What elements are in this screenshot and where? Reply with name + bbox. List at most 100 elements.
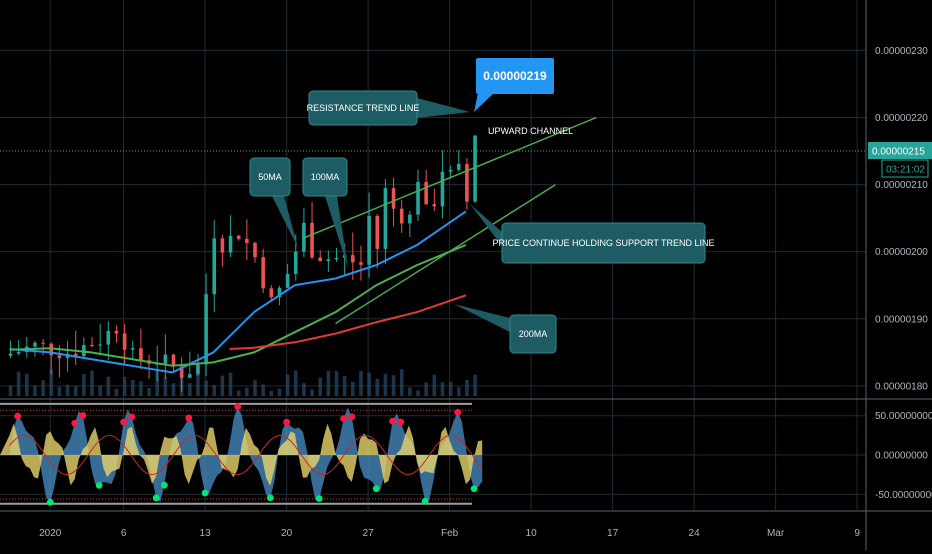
candle-body [8, 353, 13, 356]
volume-bar [245, 387, 249, 396]
osc-tick-label: -50.00000000 [875, 490, 932, 501]
callout-box [249, 157, 291, 197]
volume-bar [367, 372, 371, 396]
osc-sell-dot [79, 412, 87, 419]
volume-bar [106, 376, 111, 396]
candle-body [351, 255, 355, 263]
candle-body [261, 257, 265, 289]
osc-tick-label: 50.00000000 [875, 411, 932, 422]
osc-buy-dot [315, 495, 323, 502]
series-line [9, 210, 467, 374]
volume-bar [359, 370, 363, 396]
candle-body [416, 181, 420, 215]
volume-bar [220, 375, 225, 396]
volume-bar [277, 388, 282, 396]
countdown-label: 03:21:02 [886, 165, 925, 176]
callout-text: 200MA [519, 329, 548, 339]
candle-body [391, 188, 396, 209]
annotations: RESISTANCE TREND LINE 50MA 100MA UPWARD CHA… [249, 58, 715, 354]
callout-pointer [272, 196, 298, 248]
series-lines [0, 116, 866, 374]
candle-body [139, 348, 143, 361]
volume-bar [49, 369, 54, 396]
volume-bar [122, 376, 127, 396]
x-tick-label: Feb [441, 528, 459, 539]
volume-bar [285, 374, 290, 396]
volume-bar [448, 381, 453, 396]
volume-bar [440, 382, 445, 396]
candle-body [114, 330, 119, 334]
volume-bar [465, 379, 469, 396]
candle-body [196, 364, 200, 375]
osc-buy-dot [95, 482, 103, 489]
volume-bar [90, 370, 94, 396]
volume-bar [41, 380, 45, 396]
volume-bar [147, 388, 151, 396]
volume-bar [228, 372, 233, 396]
candle-body [57, 355, 62, 359]
x-tick-label: 17 [607, 528, 619, 539]
volume-bar [293, 370, 298, 396]
volume-bar [399, 369, 404, 396]
callout-pointer [417, 98, 470, 118]
volume-bar [334, 371, 339, 396]
volume-bar [204, 380, 208, 396]
volume-bar [351, 381, 355, 396]
highlight-box [476, 58, 554, 94]
candle-body [456, 163, 461, 170]
candle-body [188, 374, 192, 378]
volume-bar [171, 383, 176, 396]
volume-bar [73, 385, 78, 396]
candle-body [408, 214, 412, 224]
volume-bar [391, 375, 396, 396]
candle-body [473, 135, 477, 202]
volume-bar [424, 382, 428, 396]
callout-box [308, 90, 418, 126]
volume-bar [130, 380, 135, 396]
volume-bar [408, 387, 412, 396]
candle-body [236, 235, 241, 239]
osc-wave [0, 423, 483, 486]
candle-body [440, 171, 445, 207]
candle-body [269, 288, 274, 298]
volume-bar [236, 390, 241, 396]
volume-bar [302, 383, 306, 396]
candle-body [432, 204, 437, 207]
osc-sell-dot [454, 408, 462, 416]
volume-bar [33, 385, 37, 396]
y-tick-label: 0.00000200 [875, 247, 928, 258]
osc-buy-dot [46, 498, 54, 506]
candle-body [106, 330, 111, 345]
candle-body [359, 262, 363, 265]
callout-box [501, 222, 706, 264]
osc-sell-dot [234, 403, 242, 410]
candle-body [49, 343, 54, 356]
osc-sell-dot [348, 413, 356, 421]
candles [8, 134, 477, 392]
x-tick-label: 27 [363, 528, 375, 539]
candle-body [228, 235, 233, 253]
candle-body [82, 345, 86, 356]
volume-bar [253, 380, 257, 396]
volume-bar [25, 373, 29, 396]
candle-body [399, 208, 404, 224]
candle-body [130, 348, 135, 350]
candle-body [212, 238, 217, 295]
osc-sell-dot [389, 417, 396, 425]
candle-body [73, 353, 78, 356]
oscillator-pane [0, 402, 483, 506]
candle-body [90, 345, 94, 347]
candle-body [122, 333, 127, 350]
y-tick-label: 0.00000210 [875, 180, 928, 191]
osc-buy-dot [160, 481, 168, 489]
x-tick-label: 9 [854, 528, 860, 539]
candle-body [33, 342, 37, 347]
osc-buy-dot [372, 485, 380, 493]
x-tick-label: 13 [200, 528, 212, 539]
candle-body [163, 354, 168, 364]
osc-sell-dot [397, 418, 405, 426]
volume-bar [318, 377, 322, 396]
candle-body [204, 294, 208, 365]
